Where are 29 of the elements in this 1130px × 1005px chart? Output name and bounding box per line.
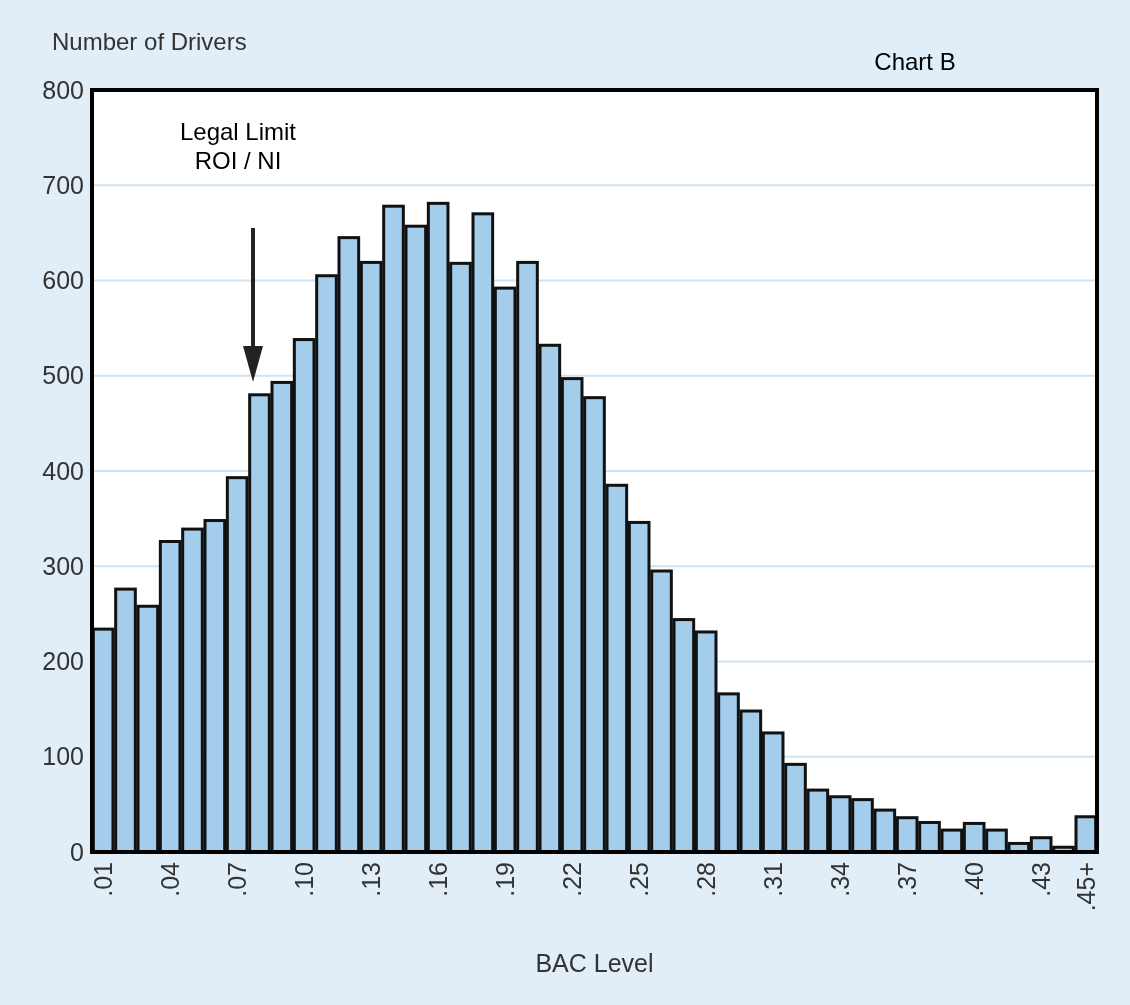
y-tick-label: 200 xyxy=(42,647,84,675)
x-tick-label: .45+ xyxy=(1071,862,1100,912)
x-tick-label: .16 xyxy=(423,862,452,897)
x-tick-label: .37 xyxy=(892,862,921,897)
annotation: Legal Limit ROI / NI xyxy=(179,118,297,174)
x-tick-label: .10 xyxy=(289,862,318,897)
y-tick-label: 300 xyxy=(42,551,84,580)
x-tick-label: .01 xyxy=(88,862,117,897)
x-tick-label: .34 xyxy=(825,861,854,897)
x-tick-label: .07 xyxy=(222,862,251,897)
x-tick-label: .40 xyxy=(959,862,988,897)
y-tick-label: 700 xyxy=(42,170,84,199)
y-tick-label: 500 xyxy=(42,361,84,390)
x-tick-label: .04 xyxy=(155,861,184,897)
chart-title: Chart B xyxy=(874,48,956,75)
y-axis-title: Number of Drivers xyxy=(52,28,247,55)
x-tick-label: .19 xyxy=(490,862,519,897)
y-tick-label: 800 xyxy=(42,75,84,104)
x-tick-label: .28 xyxy=(691,862,720,897)
x-tick-label: .22 xyxy=(557,862,586,897)
x-tick-label: .43 xyxy=(1026,862,1055,897)
x-tick-label: .13 xyxy=(356,862,385,897)
x-tick-label: .25 xyxy=(624,862,653,897)
y-tick-label: 600 xyxy=(42,266,84,294)
y-tick-label: 0 xyxy=(70,837,84,866)
x-tick-label: .31 xyxy=(758,862,787,897)
x-axis-title: BAC Level xyxy=(535,949,654,977)
y-tick-label: 400 xyxy=(42,456,84,485)
y-tick-label: 100 xyxy=(42,742,84,771)
